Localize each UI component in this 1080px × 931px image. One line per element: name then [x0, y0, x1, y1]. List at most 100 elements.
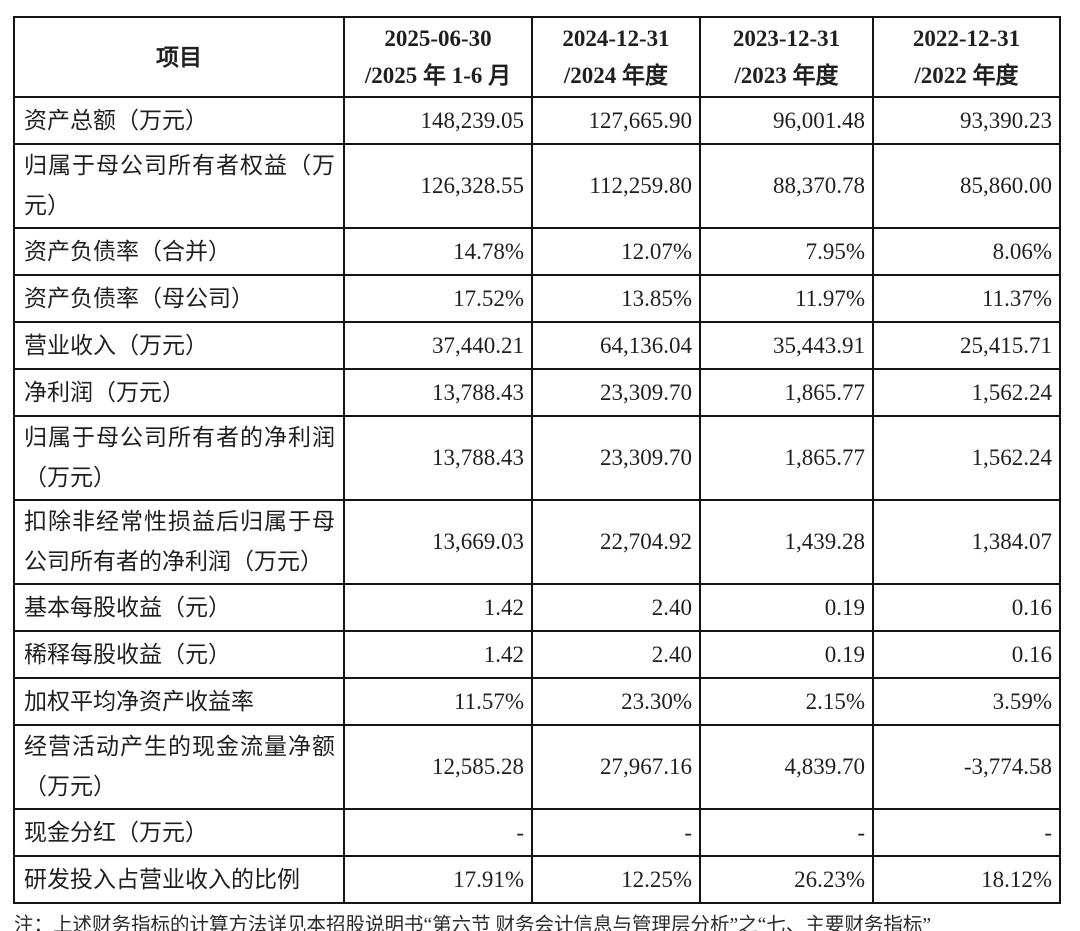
cell-value: 13,788.43	[343, 415, 533, 501]
table-row: 归属于母公司所有者的净利润（万元） 13,788.43 23,309.70 1,865…	[13, 415, 1061, 501]
column-header-line: 2022-12-31	[912, 26, 1021, 51]
cell-value: 127,665.90	[531, 96, 701, 145]
table-row: 净利润（万元） 13,788.43 23,309.70 1,865.77 1,562.2…	[13, 368, 1061, 417]
cell-value: 1.42	[343, 630, 533, 679]
table-row: 基本每股收益（元） 1.42 2.40 0.19 0.16	[13, 583, 1061, 632]
financial-indicators-table: 项目 2025-06-30 /2025 年 1-6 月 2024-12-31 /…	[13, 16, 1061, 904]
table-row: 现金分红（万元） - - - -	[13, 808, 1061, 857]
row-label: 资产负债率（合并）	[13, 227, 345, 276]
cell-value: 0.19	[699, 583, 874, 632]
cell-value: 2.40	[531, 630, 701, 679]
table-row: 归属于母公司所有者权益（万元） 126,328.55 112,259.80 88,37…	[13, 143, 1061, 229]
column-header-line: 2023-12-31	[732, 26, 841, 51]
document-page: 项目 2025-06-30 /2025 年 1-6 月 2024-12-31 /…	[0, 16, 1080, 931]
cell-value: 126,328.55	[343, 143, 533, 229]
cell-value: 88,370.78	[699, 143, 874, 229]
column-header-line: /2024 年度	[563, 63, 669, 88]
cell-value: 12.07%	[531, 227, 701, 276]
table-row: 资产总额（万元） 148,239.05 127,665.90 96,001.48 93,…	[13, 96, 1061, 145]
row-label: 研发投入占营业收入的比例	[13, 855, 345, 904]
cell-value: -	[872, 808, 1061, 857]
cell-value: 22,704.92	[531, 499, 701, 585]
cell-value: 1,562.24	[872, 368, 1061, 417]
table-row: 资产负债率（合并） 14.78% 12.07% 7.95% 8.06%	[13, 227, 1061, 276]
column-header-2023: 2023-12-31 /2023 年度	[699, 16, 874, 98]
column-header-line: 2025-06-30	[384, 26, 492, 51]
table-row: 加权平均净资产收益率 11.57% 23.30% 2.15% 3.59%	[13, 677, 1061, 726]
column-header-line: 项目	[156, 44, 202, 70]
column-header-item: 项目	[13, 16, 345, 98]
cell-value: 25,415.71	[872, 321, 1061, 370]
cell-value: 1,865.77	[699, 368, 874, 417]
cell-value: 85,860.00	[872, 143, 1061, 229]
table-row: 营业收入（万元） 37,440.21 64,136.04 35,443.91 25,41…	[13, 321, 1061, 370]
cell-value: 0.19	[699, 630, 874, 679]
table-body: 资产总额（万元） 148,239.05 127,665.90 96,001.48 93,…	[13, 96, 1061, 904]
cell-value: 4,839.70	[699, 724, 874, 810]
table-row: 研发投入占营业收入的比例 17.91% 12.25% 26.23% 18.12%	[13, 855, 1061, 904]
column-header-2022: 2022-12-31 /2022 年度	[872, 16, 1061, 98]
cell-value: 0.16	[872, 630, 1061, 679]
cell-value: 2.15%	[699, 677, 874, 726]
column-header-line: /2023 年度	[734, 63, 839, 88]
cell-value: -	[343, 808, 533, 857]
cell-value: 1,384.07	[872, 499, 1061, 585]
row-label: 稀释每股收益（元）	[13, 630, 345, 679]
cell-value: 13,788.43	[343, 368, 533, 417]
cell-value: 7.95%	[699, 227, 874, 276]
cell-value: 18.12%	[872, 855, 1061, 904]
cell-value: 23,309.70	[531, 368, 701, 417]
row-label: 净利润（万元）	[13, 368, 345, 417]
cell-value: -	[699, 808, 874, 857]
cell-value: 23,309.70	[531, 415, 701, 501]
column-header-line: /2025 年 1-6 月	[364, 63, 512, 88]
cell-value: 12,585.28	[343, 724, 533, 810]
cell-value: -	[531, 808, 701, 857]
cell-value: 17.91%	[343, 855, 533, 904]
table-header-row: 项目 2025-06-30 /2025 年 1-6 月 2024-12-31 /…	[13, 16, 1061, 98]
row-label: 扣除非经常性损益后归属于母公司所有者的净利润（万元）	[13, 499, 345, 585]
table-row: 稀释每股收益（元） 1.42 2.40 0.19 0.16	[13, 630, 1061, 679]
cell-value: 96,001.48	[699, 96, 874, 145]
row-label: 归属于母公司所有者的净利润（万元）	[13, 415, 345, 501]
cell-value: 27,967.16	[531, 724, 701, 810]
column-header-line: 2024-12-31	[562, 26, 670, 51]
cell-value: 11.97%	[699, 274, 874, 323]
cell-value: 2.40	[531, 583, 701, 632]
cell-value: 93,390.23	[872, 96, 1061, 145]
cell-value: 1,865.77	[699, 415, 874, 501]
cell-value: 1,439.28	[699, 499, 874, 585]
table-row: 经营活动产生的现金流量净额（万元） 12,585.28 27,967.16 4,839…	[13, 724, 1061, 810]
cell-value: 37,440.21	[343, 321, 533, 370]
cell-value: 1,562.24	[872, 415, 1061, 501]
cell-value: 26.23%	[699, 855, 874, 904]
cell-value: 64,136.04	[531, 321, 701, 370]
row-label: 基本每股收益（元）	[13, 583, 345, 632]
cell-value: 3.59%	[872, 677, 1061, 726]
cell-value: 23.30%	[531, 677, 701, 726]
cell-value: 13,669.03	[343, 499, 533, 585]
cell-value: 1.42	[343, 583, 533, 632]
cell-value: 12.25%	[531, 855, 701, 904]
row-label: 资产负债率（母公司）	[13, 274, 345, 323]
row-label: 经营活动产生的现金流量净额（万元）	[13, 724, 345, 810]
cell-value: 11.37%	[872, 274, 1061, 323]
column-header-line: /2022 年度	[914, 63, 1019, 88]
row-label: 营业收入（万元）	[13, 321, 345, 370]
column-header-2025: 2025-06-30 /2025 年 1-6 月	[343, 16, 533, 98]
table-row: 扣除非经常性损益后归属于母公司所有者的净利润（万元） 13,669.03 22,70…	[13, 499, 1061, 585]
cell-value: 0.16	[872, 583, 1061, 632]
cell-value: 8.06%	[872, 227, 1061, 276]
column-header-2024: 2024-12-31 /2024 年度	[531, 16, 701, 98]
cell-value: 35,443.91	[699, 321, 874, 370]
cell-value: 148,239.05	[343, 96, 533, 145]
cell-value: 112,259.80	[531, 143, 701, 229]
footnote: 注：上述财务指标的计算方法详见本招股说明书“第六节 财务会计信息与管理层分析”之…	[14, 915, 931, 931]
row-label: 加权平均净资产收益率	[13, 677, 345, 726]
cell-value: 14.78%	[343, 227, 533, 276]
cell-value: 17.52%	[343, 274, 533, 323]
row-label: 资产总额（万元）	[13, 96, 345, 145]
table-row: 资产负债率（母公司） 17.52% 13.85% 11.97% 11.37%	[13, 274, 1061, 323]
cell-value: 13.85%	[531, 274, 701, 323]
row-label: 现金分红（万元）	[13, 808, 345, 857]
